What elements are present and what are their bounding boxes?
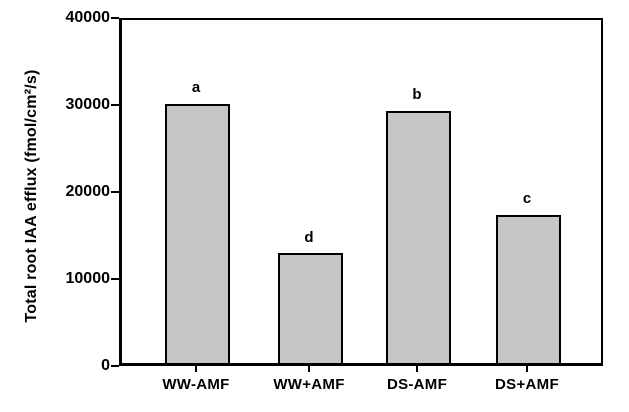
x-axis-category-label: WW-AMF	[162, 376, 230, 393]
significance-letter: b	[412, 86, 422, 103]
x-axis-tick	[195, 366, 197, 372]
y-axis-tick-label: 10000	[65, 270, 111, 287]
plot-area	[119, 18, 603, 366]
x-axis-category-label: DS-AMF	[386, 376, 448, 393]
x-axis-tick	[416, 366, 418, 372]
significance-letter: d	[304, 229, 314, 246]
y-axis-tick	[111, 104, 119, 106]
y-axis-tick	[111, 17, 119, 19]
y-axis-tick-label: 30000	[65, 96, 111, 113]
y-axis-tick	[111, 191, 119, 193]
bar-DS-AMF	[386, 111, 451, 363]
x-axis-tick	[308, 366, 310, 372]
y-axis-tick-label: 0	[101, 357, 110, 374]
y-axis-tick	[111, 278, 119, 280]
y-axis-tick-label: 20000	[65, 183, 111, 200]
x-axis-tick	[526, 366, 528, 372]
bar-WW+AMF	[278, 253, 343, 363]
y-axis-tick-label: 40000	[65, 9, 111, 26]
y-axis-tick	[111, 365, 119, 367]
significance-letter: a	[191, 79, 201, 96]
x-axis-category-label: DS+AMF	[495, 376, 559, 393]
bar-DS+AMF	[496, 215, 561, 363]
significance-letter: c	[522, 190, 532, 207]
x-axis-category-label: WW+AMF	[273, 376, 345, 393]
bar-WW-AMF	[165, 104, 230, 363]
